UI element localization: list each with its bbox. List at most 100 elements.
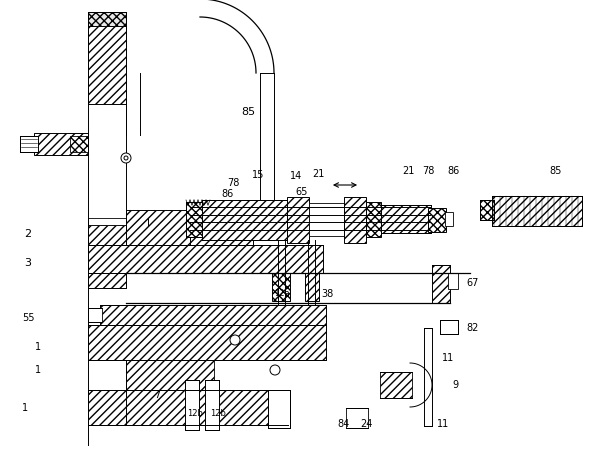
- Circle shape: [270, 365, 280, 375]
- Bar: [210, 222, 215, 230]
- Bar: [365, 207, 370, 215]
- Bar: [310, 207, 315, 215]
- Bar: [88, 12, 126, 26]
- Bar: [492, 196, 582, 226]
- Bar: [88, 218, 148, 225]
- Text: 82: 82: [467, 323, 479, 333]
- Bar: [415, 207, 420, 215]
- Text: 85: 85: [241, 107, 255, 117]
- Bar: [250, 222, 255, 230]
- Bar: [390, 207, 395, 215]
- Bar: [400, 222, 405, 230]
- Bar: [325, 207, 330, 215]
- Text: 2: 2: [25, 229, 31, 239]
- Bar: [185, 380, 199, 430]
- Text: 67: 67: [467, 278, 479, 288]
- Bar: [380, 222, 385, 230]
- Bar: [285, 207, 290, 215]
- Bar: [88, 325, 326, 360]
- Bar: [346, 408, 368, 428]
- Bar: [235, 207, 240, 215]
- Text: 12b: 12b: [210, 409, 226, 418]
- Bar: [310, 222, 315, 230]
- Bar: [260, 222, 265, 230]
- Bar: [370, 222, 375, 230]
- Bar: [250, 207, 255, 215]
- Bar: [335, 207, 340, 215]
- Text: 1: 1: [22, 403, 28, 413]
- Bar: [235, 222, 240, 230]
- Text: 38: 38: [321, 289, 333, 299]
- Bar: [245, 222, 250, 230]
- Bar: [220, 222, 225, 230]
- Text: 15: 15: [252, 170, 264, 180]
- Circle shape: [124, 156, 128, 160]
- Bar: [202, 200, 287, 240]
- Bar: [190, 222, 195, 230]
- Bar: [265, 222, 270, 230]
- Bar: [320, 222, 325, 230]
- Bar: [245, 207, 250, 215]
- Bar: [340, 207, 345, 215]
- Bar: [88, 390, 288, 425]
- Bar: [365, 222, 370, 230]
- Bar: [272, 273, 290, 301]
- Bar: [275, 207, 280, 215]
- Bar: [315, 207, 320, 215]
- Bar: [405, 207, 410, 215]
- Bar: [330, 222, 335, 230]
- Bar: [395, 222, 400, 230]
- Bar: [315, 222, 320, 230]
- Text: 12b: 12b: [187, 409, 203, 418]
- Bar: [295, 222, 300, 230]
- Bar: [205, 222, 210, 230]
- Bar: [360, 207, 365, 215]
- Text: 24: 24: [360, 419, 372, 429]
- Bar: [88, 308, 102, 322]
- Bar: [309, 203, 344, 236]
- Bar: [335, 222, 340, 230]
- Bar: [410, 207, 415, 215]
- Bar: [186, 202, 202, 237]
- Text: 86: 86: [222, 189, 234, 199]
- Bar: [255, 222, 260, 230]
- Bar: [300, 207, 305, 215]
- Text: 78: 78: [422, 166, 434, 176]
- Bar: [410, 222, 415, 230]
- Circle shape: [121, 153, 131, 163]
- Bar: [215, 222, 220, 230]
- Circle shape: [230, 335, 240, 345]
- Bar: [300, 222, 305, 230]
- Bar: [420, 222, 425, 230]
- Bar: [385, 207, 390, 215]
- Bar: [448, 273, 458, 289]
- Bar: [225, 222, 230, 230]
- Bar: [88, 245, 323, 273]
- Bar: [295, 207, 300, 215]
- Bar: [260, 207, 265, 215]
- Bar: [88, 230, 126, 288]
- Bar: [424, 328, 432, 426]
- Bar: [380, 372, 412, 398]
- Bar: [445, 212, 453, 226]
- Bar: [428, 208, 446, 232]
- Bar: [415, 222, 420, 230]
- Text: 11: 11: [442, 353, 454, 363]
- Bar: [220, 207, 225, 215]
- Bar: [190, 207, 195, 215]
- Bar: [320, 207, 325, 215]
- Bar: [88, 258, 126, 288]
- Bar: [432, 265, 450, 303]
- Text: 12a: 12a: [274, 289, 290, 298]
- Bar: [268, 390, 290, 428]
- Bar: [340, 222, 345, 230]
- Bar: [205, 380, 219, 430]
- Bar: [265, 207, 270, 215]
- Text: 1: 1: [35, 365, 41, 375]
- Bar: [370, 207, 375, 215]
- Text: 55: 55: [21, 313, 34, 323]
- Bar: [425, 207, 430, 215]
- Bar: [70, 136, 88, 152]
- Bar: [287, 197, 309, 243]
- Bar: [400, 207, 405, 215]
